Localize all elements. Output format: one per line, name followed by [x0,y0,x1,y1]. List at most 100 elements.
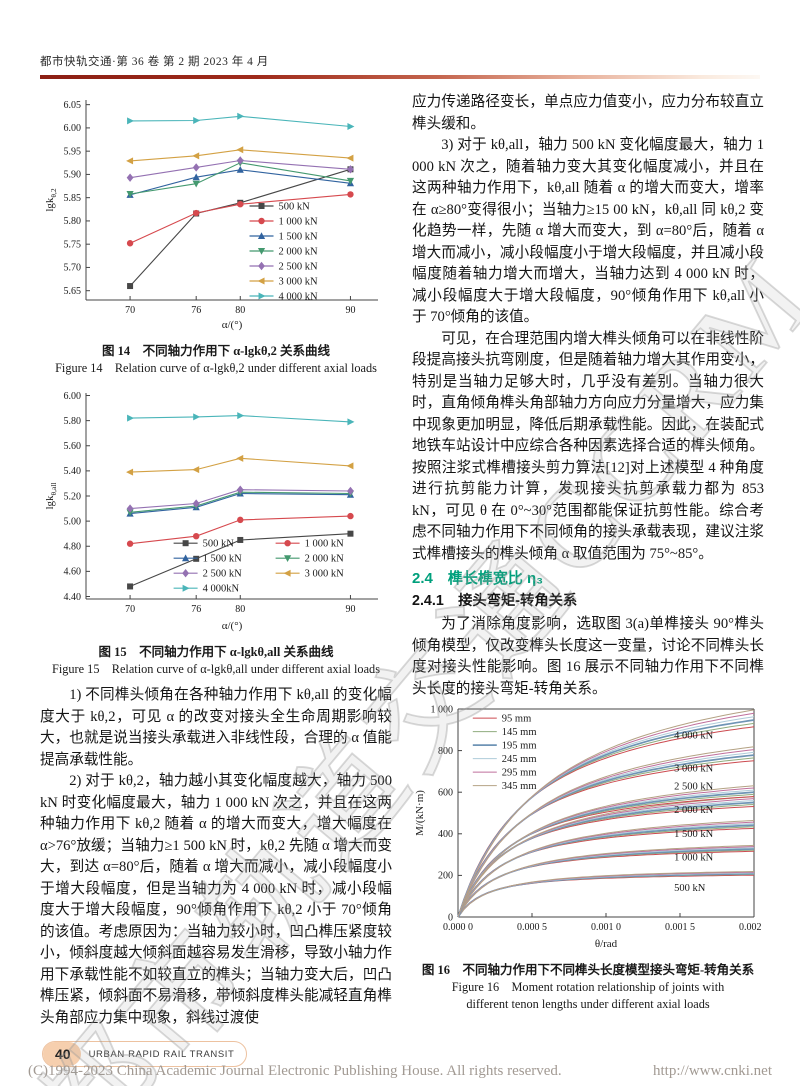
svg-text:6.00: 6.00 [64,123,82,134]
svg-text:0.001 0: 0.001 0 [591,922,621,933]
body-paragraph: 2) 对于 kθ,2，轴力越小其变化幅度越大，轴力 500 kN 时变化幅度最大… [40,773,392,1026]
svg-text:0.002 0: 0.002 0 [739,922,764,933]
body-paragraph: 应力传递路径变长，单点应力值变小，应力分布较直立榫头缓和。 [412,94,764,132]
svg-text:5.75: 5.75 [64,239,82,250]
svg-text:5.20: 5.20 [64,491,82,502]
figure-16: 0 200 400 600 800 1 000 0.000 0 0.000 5 0.001 0 0… [412,703,769,1013]
svg-text:0.001 5: 0.001 5 [665,922,695,933]
svg-text:145 mm: 145 mm [502,727,537,738]
copyright-bar: (C)1994-2023 China Academic Journal Elec… [28,1063,772,1080]
svg-text:3 000 kN: 3 000 kN [279,277,319,288]
svg-text:2 000 kN: 2 000 kN [305,554,345,565]
svg-text:400: 400 [438,829,453,840]
page-number-badge: 40 URBAN RAPID RAIL TRANSIT [42,1041,248,1067]
svg-text:0: 0 [448,912,453,923]
svg-text:θ/rad: θ/rad [595,938,618,950]
section-heading-2-4-1: 2.4.1 接头弯矩-转角关系 [412,593,578,609]
svg-text:4 000 kN: 4 000 kN [674,731,714,742]
svg-text:5.40: 5.40 [64,466,82,477]
svg-text:5.65: 5.65 [64,286,82,297]
svg-text:6.00: 6.00 [64,391,82,402]
svg-text:90: 90 [345,604,355,615]
svg-text:1 500 kN: 1 500 kN [203,554,243,565]
svg-text:3 000 kN: 3 000 kN [674,763,714,774]
svg-text:5.85: 5.85 [64,193,82,204]
svg-text:2 500 kN: 2 500 kN [203,569,243,580]
svg-text:600: 600 [438,788,453,799]
svg-text:95 mm: 95 mm [502,714,531,725]
body-paragraph: 3) 对于 kθ,all，轴力 500 kN 变化幅度最大，轴力 1 000 k… [412,137,764,325]
svg-text:4 000 kN: 4 000 kN [279,292,319,303]
svg-text:76: 76 [191,604,201,615]
figure-16-line-chart: 0 200 400 600 800 1 000 0.000 0 0.000 5 0.001 0 0… [414,704,769,950]
journal-header: 都市快轨交通·第 36 卷 第 2 期 2023 年 4 月 [40,56,269,68]
svg-text:0.000 0: 0.000 0 [443,922,473,933]
svg-text:α/(°): α/(°) [222,620,243,632]
figure-16-caption-zh: 图 16 不同轴力作用下不同榫头长度模型接头弯矩-转角关系 [421,963,755,977]
svg-text:2 000 kN: 2 000 kN [279,247,319,258]
svg-text:0.000 5: 0.000 5 [517,922,547,933]
svg-text:70: 70 [125,604,135,615]
svg-text:α/(°): α/(°) [222,319,243,331]
left-column: 5.65 5.70 5.75 5.80 5.85 5.90 5.95 6.00 6.05 70 76… [40,92,392,1029]
svg-text:4.80: 4.80 [64,542,82,553]
svg-text:5.90: 5.90 [64,170,82,181]
svg-text:3 000 kN: 3 000 kN [305,569,345,580]
svg-text:5.00: 5.00 [64,516,82,527]
section-heading-2-4: 2.4 榫长榫宽比 η₃ [412,570,544,587]
body-paragraph: 为了消除角度影响，选取图 3(a)单榫接头 90°榫头倾角模型，仅改变榫头长度这… [412,616,764,697]
right-column: 应力传递路径变长，单点应力值变小，应力分布较直立榫头缓和。 3) 对于 kθ,a… [412,92,769,1013]
svg-text:76: 76 [191,305,201,316]
svg-text:2 500 kN: 2 500 kN [674,781,714,792]
svg-text:2 500 kN: 2 500 kN [279,262,319,273]
figure-14-caption-zh: 图 14 不同轴力作用下 α-lgkθ,2 关系曲线 [101,344,331,358]
svg-text:4.40: 4.40 [64,592,82,603]
svg-text:1 500 kN: 1 500 kN [279,232,319,243]
figure-15-caption-zh: 图 15 不同轴力作用下 α-lgkθ,all 关系曲线 [98,645,334,659]
figure-16-caption-en: Figure 16 Moment rotation relationship o… [451,980,725,994]
svg-text:80: 80 [235,305,245,316]
figure-16-caption-en: different tenon lengths under different … [466,997,710,1011]
svg-text:70: 70 [125,305,135,316]
header-rule-divider [40,75,760,79]
svg-text:500 kN: 500 kN [203,539,235,550]
journal-name: URBAN RAPID RAIL TRANSIT [88,1048,235,1060]
svg-text:M/(kN·m): M/(kN·m) [414,790,426,836]
svg-text:lgkθ,all: lgkθ,all [44,482,58,509]
svg-text:195 mm: 195 mm [502,741,537,752]
figure-14: 5.65 5.70 5.75 5.80 5.85 5.90 5.95 6.00 6.05 70 76… [40,92,392,377]
svg-text:500 kN: 500 kN [674,883,706,894]
figure-15: 4.40 4.60 4.80 5.00 5.20 5.40 5.60 5.80 6.00 70 76… [40,387,392,678]
svg-text:5.70: 5.70 [64,263,82,274]
figure-14-line-chart: 5.65 5.70 5.75 5.80 5.85 5.90 5.95 6.00 6.05 70 76… [44,100,378,331]
svg-text:500 kN: 500 kN [279,202,311,213]
svg-text:295 mm: 295 mm [502,768,537,779]
svg-text:90: 90 [345,305,355,316]
svg-text:6.05: 6.05 [64,100,82,111]
svg-text:1 000 kN: 1 000 kN [305,539,345,550]
figure-15-line-chart: 4.40 4.60 4.80 5.00 5.20 5.40 5.60 5.80 6.00 70 76… [44,391,378,632]
figure-15-caption-en: Figure 15 Relation curve of α-lgkθ,all u… [52,662,380,676]
svg-text:lgkθ,2: lgkθ,2 [44,188,58,212]
svg-text:5.60: 5.60 [64,441,82,452]
svg-text:1 000: 1 000 [431,704,454,715]
svg-text:200: 200 [438,871,453,882]
figure-14-caption-en: Figure 14 Relation curve of α-lgkθ,2 und… [55,361,377,375]
svg-text:2 000 kN: 2 000 kN [674,805,714,816]
body-paragraph: 1) 不同榫头倾角在各种轴力作用下 kθ,all 的变化幅度大于 kθ,2，可见… [40,687,392,768]
svg-text:80: 80 [235,604,245,615]
svg-text:5.80: 5.80 [64,416,82,427]
svg-text:4.60: 4.60 [64,567,82,578]
cnki-url: http://www.cnki.net [652,1063,772,1079]
svg-text:5.95: 5.95 [64,146,82,157]
svg-text:800: 800 [438,746,453,757]
page-number: 40 [43,1042,81,1066]
svg-text:5.80: 5.80 [64,216,82,227]
svg-text:245 mm: 245 mm [502,754,537,765]
body-paragraph: 可见，在合理范围内增大榫头倾角可以在非线性阶段提高接头抗弯刚度，但是随着轴力增大… [412,330,764,562]
copyright-text: (C)1994-2023 China Academic Journal Elec… [28,1063,562,1079]
svg-text:1 000 kN: 1 000 kN [674,853,714,864]
svg-text:1 000 kN: 1 000 kN [279,217,319,228]
svg-text:345 mm: 345 mm [502,781,537,792]
